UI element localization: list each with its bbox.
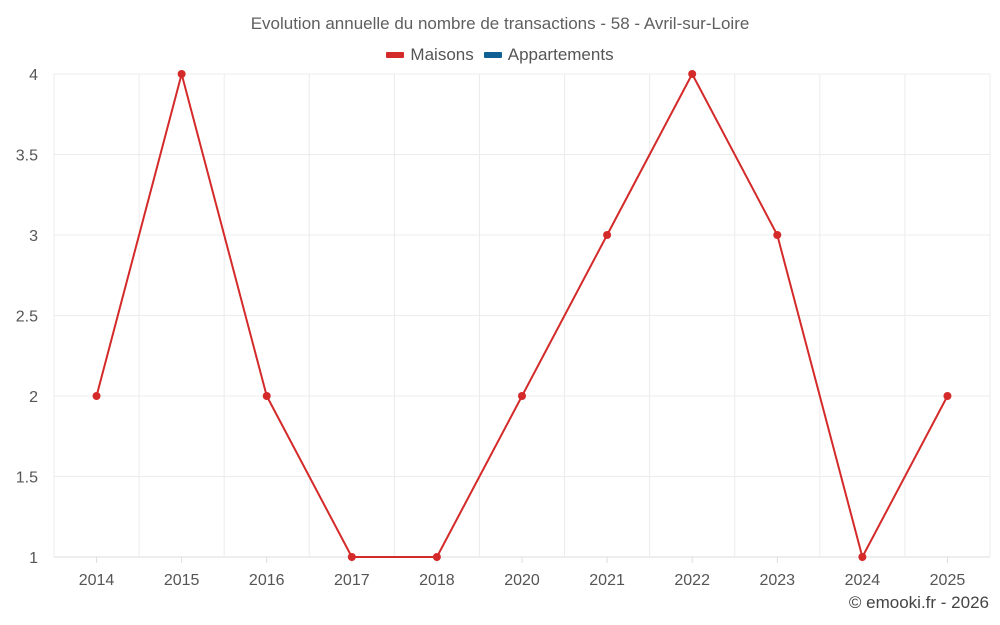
x-tick-label: 2017 bbox=[334, 572, 370, 589]
x-tick-label: 2018 bbox=[419, 572, 455, 589]
y-tick-label: 3.5 bbox=[16, 148, 38, 165]
data-point bbox=[518, 392, 526, 400]
chart-legend: Maisons Appartements bbox=[0, 45, 1000, 65]
data-point bbox=[262, 392, 271, 400]
data-point bbox=[688, 70, 697, 78]
x-tick-label: 2023 bbox=[759, 572, 795, 589]
y-tick-label: 2.5 bbox=[16, 309, 38, 326]
data-point bbox=[177, 70, 186, 78]
y-tick-label: 3 bbox=[29, 228, 38, 245]
x-tick-label: 2024 bbox=[845, 572, 881, 589]
y-tick-label: 4 bbox=[29, 67, 38, 84]
footer-credit: © emooki.fr - 2026 bbox=[848, 593, 989, 612]
x-tick-label: 2015 bbox=[164, 572, 200, 589]
y-tick-label: 2 bbox=[29, 389, 38, 406]
data-point bbox=[92, 392, 101, 400]
x-tick-label: 2022 bbox=[674, 572, 710, 589]
x-tick-label: 2021 bbox=[589, 572, 625, 589]
data-point bbox=[943, 392, 952, 400]
data-point bbox=[858, 553, 867, 561]
x-tick-label: 2020 bbox=[504, 572, 540, 589]
legend-swatch-maisons bbox=[386, 52, 405, 58]
data-point bbox=[432, 553, 441, 561]
y-tick-label: 1.5 bbox=[16, 470, 38, 487]
legend-item-maisons[interactable]: Maisons bbox=[386, 45, 474, 65]
legend-label-maisons: Maisons bbox=[410, 45, 474, 64]
x-tick-label: 2014 bbox=[79, 572, 115, 589]
x-tick-label: 2016 bbox=[249, 572, 285, 589]
legend-swatch-appartements bbox=[483, 52, 502, 58]
legend-label-appartements: Appartements bbox=[507, 45, 614, 64]
data-point bbox=[603, 231, 612, 239]
x-tick-label: 2025 bbox=[930, 572, 966, 589]
data-point bbox=[773, 231, 782, 239]
legend-item-appartements[interactable]: Appartements bbox=[483, 45, 614, 65]
chart-title: Evolution annuelle du nombre de transact… bbox=[250, 14, 750, 33]
y-tick-label: 1 bbox=[29, 550, 38, 567]
data-point bbox=[347, 553, 356, 561]
